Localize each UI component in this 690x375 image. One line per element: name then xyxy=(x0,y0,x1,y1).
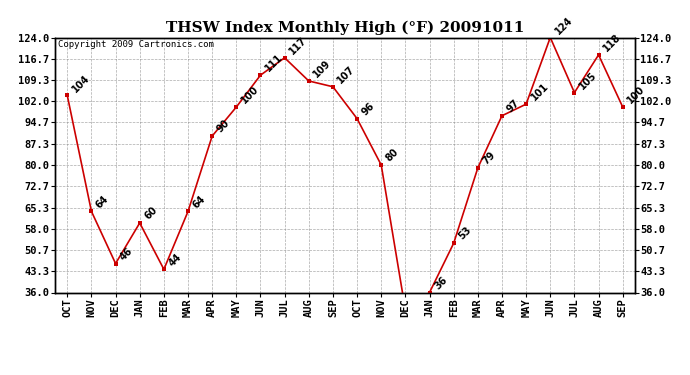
Text: 44: 44 xyxy=(167,251,184,268)
Text: Copyright 2009 Cartronics.com: Copyright 2009 Cartronics.com xyxy=(58,40,214,49)
Text: 109: 109 xyxy=(312,58,333,80)
Text: 117: 117 xyxy=(288,35,309,56)
Text: 111: 111 xyxy=(264,53,285,74)
Text: 101: 101 xyxy=(529,81,551,103)
Text: 79: 79 xyxy=(481,150,497,166)
Text: 90: 90 xyxy=(215,118,232,135)
Text: 118: 118 xyxy=(602,32,623,54)
Text: 96: 96 xyxy=(360,100,377,117)
Text: 100: 100 xyxy=(239,84,261,106)
Text: 36: 36 xyxy=(433,274,449,291)
Text: 64: 64 xyxy=(95,194,111,210)
Text: 104: 104 xyxy=(70,73,92,94)
Text: 60: 60 xyxy=(143,205,159,222)
Text: 46: 46 xyxy=(119,246,135,262)
Text: 100: 100 xyxy=(626,84,647,106)
Text: 80: 80 xyxy=(384,147,401,164)
Text: 124: 124 xyxy=(553,15,575,36)
Text: 107: 107 xyxy=(336,64,357,86)
Text: 64: 64 xyxy=(191,194,208,210)
Text: 30: 30 xyxy=(0,374,1,375)
Title: THSW Index Monthly High (°F) 20091011: THSW Index Monthly High (°F) 20091011 xyxy=(166,21,524,35)
Text: 105: 105 xyxy=(578,70,599,91)
Text: 53: 53 xyxy=(457,225,473,242)
Text: 97: 97 xyxy=(505,98,522,114)
